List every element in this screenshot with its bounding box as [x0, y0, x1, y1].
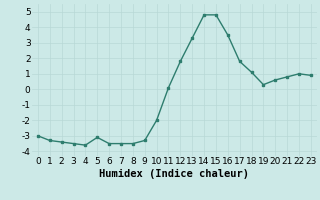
X-axis label: Humidex (Indice chaleur): Humidex (Indice chaleur)	[100, 169, 249, 179]
